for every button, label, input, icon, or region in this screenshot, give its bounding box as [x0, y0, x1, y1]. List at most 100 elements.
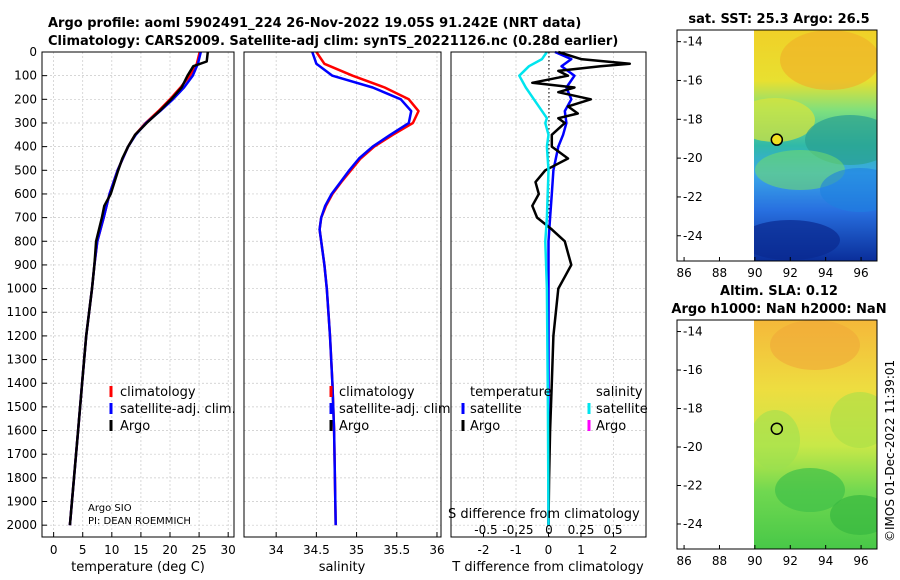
legend-satellite-label-2: satellite-adj. clim.	[339, 402, 455, 417]
lon-tick-label: 90	[747, 266, 762, 280]
lat-tick-label: -24	[683, 229, 703, 243]
profile-line-temperature-satellite	[547, 50, 576, 526]
top-tick-label: 0.25	[568, 523, 595, 537]
legend-satellite-label: satellite-adj. clim.	[120, 402, 236, 417]
top-tick-label: 0.5	[603, 523, 622, 537]
x-tick-label: 34	[269, 543, 284, 557]
temperature-profiles	[68, 51, 210, 526]
legend-temperature-title: temperature	[470, 385, 552, 400]
profile-line-salinity-satellite	[518, 51, 550, 526]
y-tick-label: 2000	[6, 518, 37, 532]
x-tick-label: 1	[577, 543, 585, 557]
temperature-panel: 0100200300400500600700800900100011001200…	[6, 45, 456, 575]
lon-tick-label: 96	[853, 554, 868, 568]
difference-profiles	[518, 50, 632, 526]
sla-map-panel: Altim. SLA: 0.12 Argo h1000: NaN h2000: …	[671, 284, 886, 568]
lat-tick-label: -22	[683, 190, 703, 204]
sla-field	[754, 320, 877, 549]
legend-salinity-title: salinity	[596, 385, 643, 400]
x-tick-label: 10	[104, 543, 119, 557]
x-tick-label: 35.5	[383, 543, 410, 557]
difference-top-axis-label: S difference from climatology	[448, 507, 640, 522]
x-tick-label: 2	[610, 543, 618, 557]
y-tick-label: 1900	[6, 495, 37, 509]
salinity-profiles	[311, 51, 420, 526]
figure-title-line2: Climatology: CARS2009. Satellite-adj cli…	[48, 34, 618, 49]
temperature-legend: climatology satellite-adj. clim. Argo	[109, 385, 236, 434]
y-tick-label: 1700	[6, 447, 37, 461]
y-tick-label: 800	[14, 234, 37, 248]
lat-tick-label: -20	[683, 151, 703, 165]
legend-temp-satellite-label: satellite	[470, 402, 522, 417]
lon-tick-label: 96	[853, 266, 868, 280]
legend-climatology-label-2: climatology	[339, 385, 415, 400]
y-tick-label: 1500	[6, 400, 37, 414]
sst-profile-location-marker	[770, 133, 784, 146]
lat-tick-label: -24	[683, 517, 703, 531]
y-tick-label: 700	[14, 211, 37, 225]
lon-tick-label: 90	[747, 554, 762, 568]
lat-tick-label: -20	[683, 440, 703, 454]
salinity-legend: climatology satellite-adj. clim. Argo	[329, 385, 455, 434]
footer-timestamp: ©IMOS 01-Dec-2022 11:39:01	[883, 360, 897, 542]
lon-tick-label: 86	[676, 554, 691, 568]
y-tick-label: 1400	[6, 376, 37, 390]
lon-tick-label: 94	[818, 266, 833, 280]
y-tick-label: 500	[14, 163, 37, 177]
legend-sal-argo-label: Argo	[596, 419, 626, 434]
sla-lon-ticks: 86 88 90 92 94 96	[676, 545, 869, 568]
salinity-axis-ticks: 34 34.5 35 35.5 36	[269, 532, 445, 557]
credit-line1: Argo SIO	[88, 503, 132, 514]
sla-lat-ticks: -14 -16 -18 -20 -22 -24	[677, 325, 703, 531]
x-tick-label: 20	[162, 543, 177, 557]
salinity-xlabel: salinity	[319, 560, 366, 575]
top-tick-label: -0.5	[474, 523, 497, 537]
sla-map-title-line2: Argo h1000: NaN h2000: NaN	[671, 302, 886, 317]
x-tick-label: 0	[50, 543, 58, 557]
lat-tick-label: -14	[683, 325, 703, 339]
difference-axis-ticks: -2 -1 0 1 2	[478, 532, 618, 557]
lon-tick-label: 88	[712, 266, 727, 280]
x-tick-label: 35	[349, 543, 364, 557]
temperature-grid	[42, 51, 234, 537]
x-tick-label: 5	[79, 543, 87, 557]
legend-argo-label-2: Argo	[339, 419, 369, 434]
lon-tick-label: 92	[783, 266, 798, 280]
y-tick-label: 900	[14, 258, 37, 272]
top-tick-label: 0	[545, 523, 553, 537]
legend-argo-label: Argo	[120, 419, 150, 434]
y-tick-label: 600	[14, 187, 37, 201]
lat-tick-label: -18	[683, 112, 703, 126]
lat-tick-label: -18	[683, 402, 703, 416]
y-tick-label: 1600	[6, 424, 37, 438]
y-tick-label: 1800	[6, 471, 37, 485]
lat-tick-label: -16	[683, 363, 703, 377]
legend-temp-argo-label: Argo	[470, 419, 500, 434]
y-tick-label: 1200	[6, 329, 37, 343]
y-tick-label: 200	[14, 92, 37, 106]
x-tick-label: 25	[191, 543, 206, 557]
depth-axis-ticks: 0 100 200 300 400 500 600 700 800 900 1000 1100 1200…	[6, 45, 456, 532]
lat-tick-label: -16	[683, 73, 703, 87]
profile-line-satellite	[311, 51, 413, 526]
top-tick-label: -0.25	[502, 523, 533, 537]
sla-profile-location-marker	[770, 422, 784, 435]
lon-tick-label: 86	[676, 266, 691, 280]
x-tick-label: -1	[510, 543, 522, 557]
x-tick-label: 0	[545, 543, 553, 557]
profile-line-temperature-Argo	[531, 50, 632, 526]
temperature-xlabel: temperature (deg C)	[71, 560, 205, 575]
legend-climatology-label: climatology	[120, 385, 196, 400]
lat-tick-label: -22	[683, 478, 703, 492]
y-tick-label: 1000	[6, 282, 37, 296]
x-tick-label: 15	[133, 543, 148, 557]
x-tick-label: 30	[221, 543, 236, 557]
lat-tick-label: -14	[683, 35, 703, 49]
y-tick-label: 0	[29, 45, 37, 59]
x-tick-label: 36	[429, 543, 444, 557]
lon-tick-label: 94	[818, 554, 833, 568]
y-tick-label: 300	[14, 116, 37, 130]
lon-tick-label: 92	[783, 554, 798, 568]
temperature-axis-ticks: 0 5 10 15 20 25 30	[50, 532, 236, 557]
lon-tick-label: 88	[712, 554, 727, 568]
